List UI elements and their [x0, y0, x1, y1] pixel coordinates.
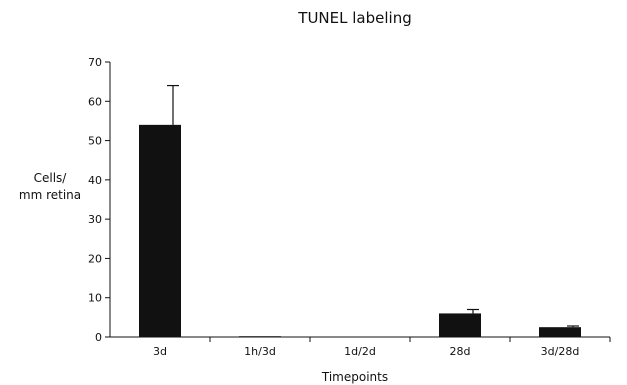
- x-axis-label: Timepoints: [321, 370, 388, 384]
- y-tick-label: 10: [88, 292, 102, 305]
- y-axis-label-line: Cells/: [34, 171, 68, 185]
- x-tick-label: 28d: [450, 345, 471, 358]
- x-tick-label: 1h/3d: [244, 345, 276, 358]
- y-tick-label: 20: [88, 252, 102, 265]
- y-tick-label: 70: [88, 56, 102, 69]
- y-axis-label: Cells/mm retina: [19, 171, 81, 202]
- y-tick-label: 40: [88, 174, 102, 187]
- chart-title: TUNEL labeling: [297, 9, 411, 27]
- x-tick-label: 3d: [153, 345, 167, 358]
- axes: 0 10 20 30 40 50 60 70 3d 1h/3d 1d/2d 28d 3d/28d: [88, 56, 611, 358]
- x-tick-label: 3d/28d: [541, 345, 580, 358]
- bar: [139, 124, 181, 337]
- y-tick-label: 50: [88, 135, 102, 148]
- y-tick-label: 60: [88, 95, 102, 108]
- bar: [439, 313, 481, 337]
- bar: [239, 336, 281, 337]
- bars: [139, 84, 581, 337]
- y-axis-label-line: mm retina: [19, 188, 81, 202]
- y-tick-label: 30: [88, 213, 102, 226]
- x-tick-label: 1d/2d: [344, 345, 376, 358]
- bar: [539, 327, 581, 337]
- y-tick-label: 0: [95, 331, 102, 344]
